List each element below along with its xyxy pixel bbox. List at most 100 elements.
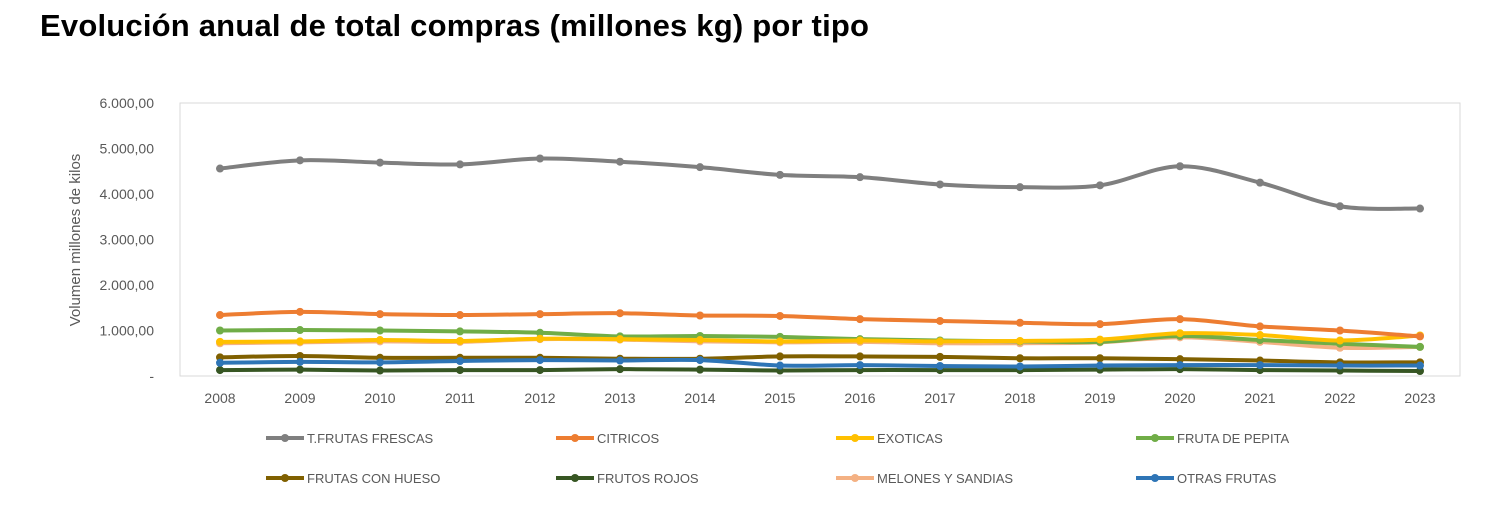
data-point [696, 365, 704, 374]
data-point [376, 366, 384, 375]
data-point [1176, 355, 1184, 364]
legend-marker [281, 474, 289, 482]
legend-item[interactable]: FRUTAS CON HUESO [266, 471, 440, 486]
data-point [1176, 315, 1184, 324]
data-point [216, 164, 224, 173]
data-point [536, 334, 544, 343]
x-tick-label: 2022 [1324, 390, 1355, 406]
data-point [856, 173, 864, 182]
series-otras-frutas [216, 356, 1424, 371]
data-point [216, 358, 224, 367]
data-point [936, 361, 944, 370]
data-point [376, 336, 384, 345]
y-tick-label: 1.000,00 [100, 323, 155, 339]
legend-item[interactable]: T.FRUTAS FRESCAS [266, 431, 433, 446]
legend-item[interactable]: CITRICOS [556, 431, 659, 446]
data-point [616, 356, 624, 365]
data-point [696, 163, 704, 172]
data-point [1256, 331, 1264, 340]
data-point [1336, 336, 1344, 345]
data-point [456, 327, 464, 336]
data-point [376, 326, 384, 335]
legend-item[interactable]: FRUTA DE PEPITA [1136, 431, 1290, 446]
data-point [1336, 361, 1344, 370]
data-point [536, 310, 544, 319]
data-point [216, 311, 224, 320]
x-tick-label: 2019 [1084, 390, 1115, 406]
data-point [1256, 178, 1264, 187]
legend-marker [851, 434, 859, 442]
data-point [456, 336, 464, 345]
series-lines [216, 154, 1424, 375]
data-point [936, 180, 944, 189]
plot-area-frame [179, 102, 1461, 377]
data-point [1336, 326, 1344, 335]
legend-marker [1151, 474, 1159, 482]
data-point [216, 326, 224, 335]
x-tick-label: 2010 [364, 390, 395, 406]
data-point [776, 337, 784, 346]
legend-item[interactable]: FRUTOS ROJOS [556, 471, 699, 486]
data-point [296, 357, 304, 366]
data-point [696, 311, 704, 320]
data-point [616, 365, 624, 374]
data-point [1416, 204, 1424, 213]
legend-label: CITRICOS [597, 431, 659, 446]
data-point [1256, 361, 1264, 370]
series-citricos [216, 307, 1424, 341]
data-point [1016, 362, 1024, 371]
data-point [936, 352, 944, 361]
x-tick-label: 2023 [1404, 390, 1435, 406]
y-tick-label: - [149, 368, 154, 384]
data-point [1416, 361, 1424, 370]
data-point [456, 311, 464, 320]
data-point [776, 170, 784, 179]
data-point [1096, 335, 1104, 344]
legend-label: EXOTICAS [877, 431, 943, 446]
data-point [1096, 354, 1104, 363]
x-tick-label: 2011 [445, 390, 475, 406]
page-title: Evolución anual de total compras (millon… [40, 8, 870, 43]
data-point [616, 335, 624, 344]
data-point [856, 315, 864, 324]
data-point [1096, 320, 1104, 329]
series-line [218, 353, 1422, 365]
data-point [296, 365, 304, 374]
data-point [376, 358, 384, 367]
data-point [696, 336, 704, 345]
data-point [296, 156, 304, 165]
data-point [376, 310, 384, 319]
y-tick-label: 3.000,00 [100, 232, 155, 248]
legend-marker [571, 474, 579, 482]
legend-item[interactable]: EXOTICAS [836, 431, 943, 446]
data-point [936, 316, 944, 325]
data-point [536, 154, 544, 163]
data-point [776, 352, 784, 361]
x-tick-label: 2014 [684, 390, 715, 406]
legend-label: FRUTOS ROJOS [597, 471, 699, 486]
data-point [536, 366, 544, 375]
x-tick-label: 2013 [604, 390, 635, 406]
series-line [218, 331, 1422, 344]
data-point [696, 356, 704, 365]
x-tick-label: 2015 [764, 390, 795, 406]
y-tick-label: 6.000,00 [100, 95, 155, 111]
series-line [218, 156, 1422, 211]
data-point [1176, 361, 1184, 370]
series-t-frutas-frescas [216, 154, 1424, 213]
legend[interactable]: T.FRUTAS FRESCAS CITRICOS EXOTICAS FRUTA DE… [266, 431, 1290, 486]
data-point [616, 309, 624, 318]
data-point [1096, 181, 1104, 190]
data-point [776, 311, 784, 320]
data-point [1016, 318, 1024, 327]
series-line [218, 309, 1422, 339]
x-tick-label: 2009 [284, 390, 315, 406]
data-point [296, 337, 304, 346]
data-point [856, 352, 864, 361]
legend-marker [281, 434, 289, 442]
legend-item[interactable]: MELONES Y SANDIAS [836, 471, 1013, 486]
data-point [1016, 354, 1024, 363]
data-point [1336, 202, 1344, 211]
legend-item[interactable]: OTRAS FRUTAS [1136, 471, 1277, 486]
